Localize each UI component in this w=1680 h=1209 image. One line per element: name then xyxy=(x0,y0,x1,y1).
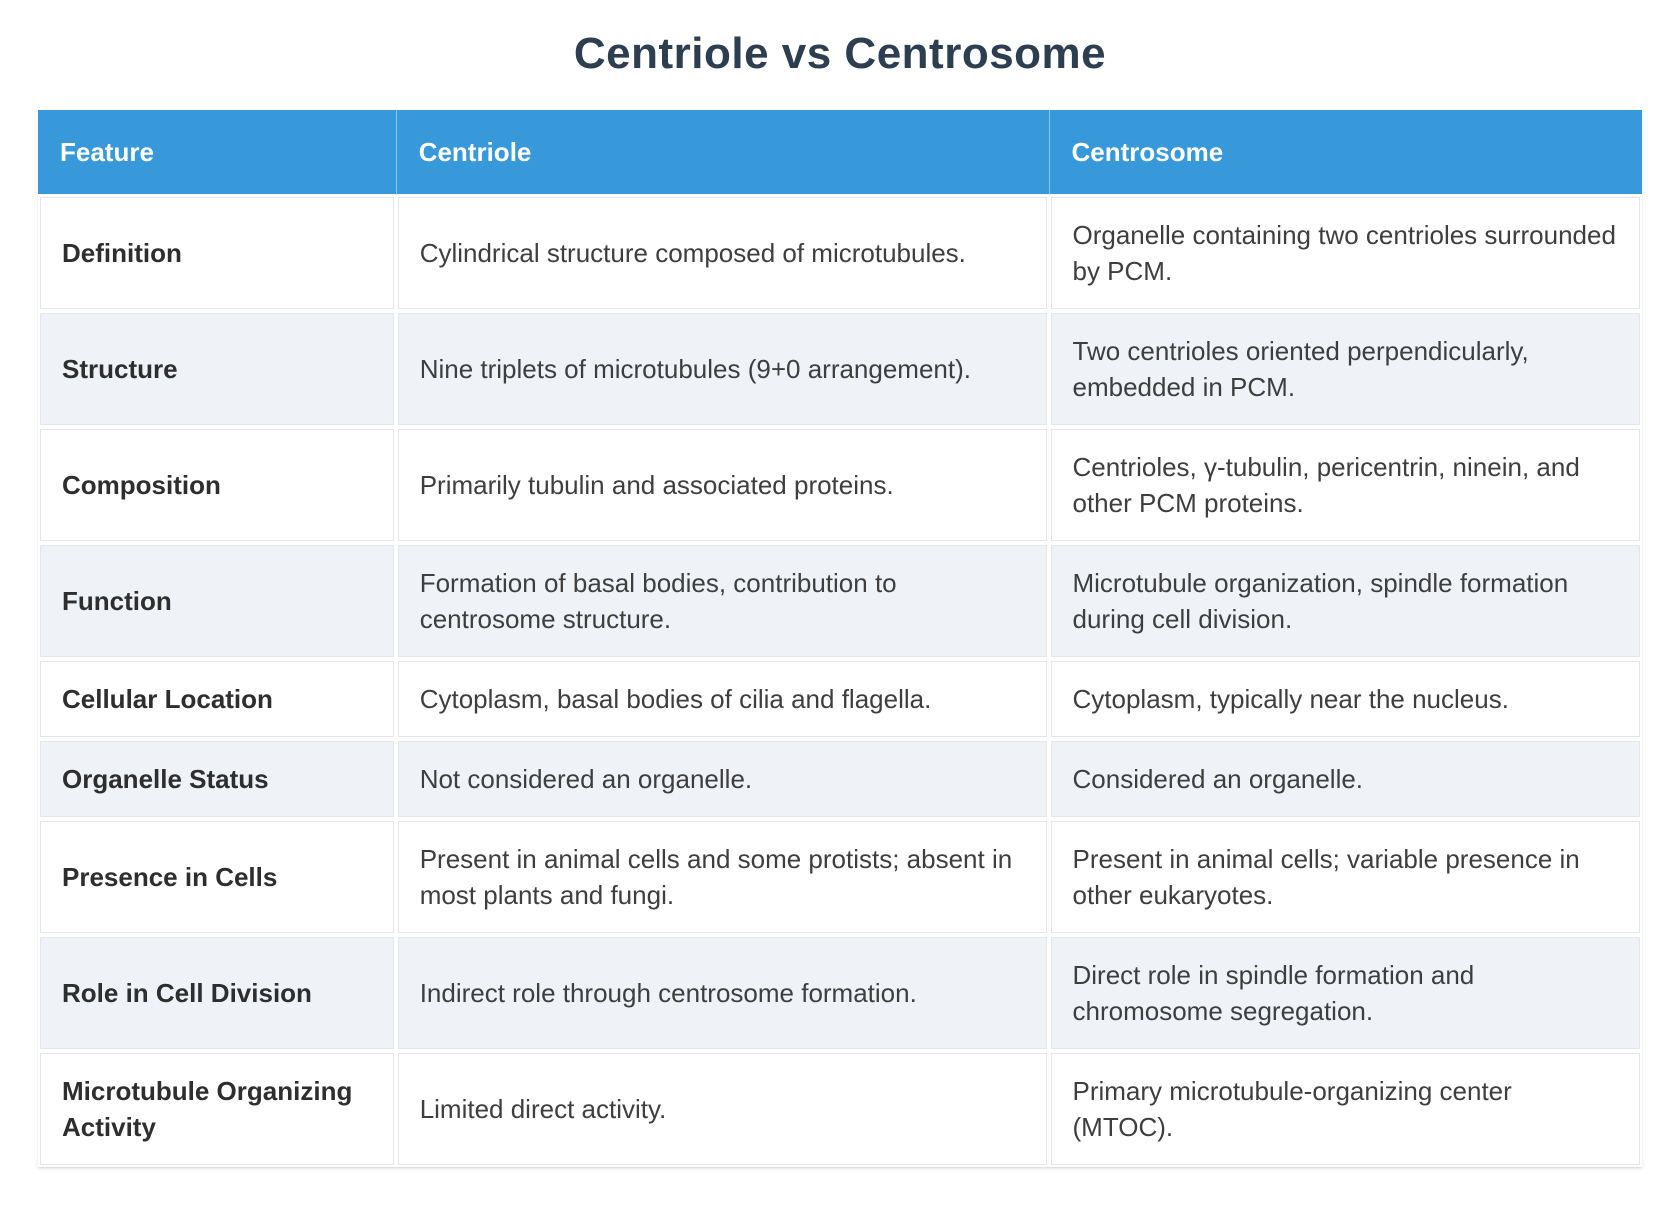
feature-cell: Presence in Cells xyxy=(38,819,396,935)
centriole-cell: Present in animal cells and some protist… xyxy=(395,819,1049,935)
centrosome-cell: Present in animal cells; variable presen… xyxy=(1048,819,1642,935)
header-centrosome: Centrosome xyxy=(1048,110,1642,195)
centrosome-cell: Primary microtubule-organizing center (M… xyxy=(1048,1051,1642,1167)
feature-cell: Structure xyxy=(38,311,396,427)
centriole-cell: Formation of basal bodies, contribution … xyxy=(395,543,1049,659)
page-title: Centriole vs Centrosome xyxy=(573,29,1107,78)
feature-cell: Organelle Status xyxy=(38,739,396,819)
table-header-row: Feature Centriole Centrosome xyxy=(38,110,1642,195)
table-row: Definition Cylindrical structure compose… xyxy=(38,195,1642,311)
table-row: Microtubule Organizing Activity Limited … xyxy=(38,1051,1642,1167)
table-row: Cellular Location Cytoplasm, basal bodie… xyxy=(38,659,1642,739)
table-row: Organelle Status Not considered an organ… xyxy=(38,739,1642,819)
centriole-cell: Cylindrical structure composed of microt… xyxy=(395,195,1049,311)
feature-cell: Function xyxy=(38,543,396,659)
feature-cell: Microtubule Organizing Activity xyxy=(38,1051,396,1167)
centriole-cell: Cytoplasm, basal bodies of cilia and fla… xyxy=(395,659,1049,739)
feature-cell: Definition xyxy=(38,195,396,311)
centrosome-cell: Two centrioles oriented perpendicularly,… xyxy=(1048,311,1642,427)
header-feature: Feature xyxy=(38,110,396,195)
comparison-table: Feature Centriole Centrosome Definition … xyxy=(38,110,1642,1167)
centrosome-cell: Direct role in spindle formation and chr… xyxy=(1048,935,1642,1051)
feature-cell: Role in Cell Division xyxy=(38,935,396,1051)
centrosome-cell: Considered an organelle. xyxy=(1048,739,1642,819)
centrosome-cell: Cytoplasm, typically near the nucleus. xyxy=(1048,659,1642,739)
centriole-cell: Nine triplets of microtubules (9+0 arran… xyxy=(395,311,1049,427)
centrosome-cell: Microtubule organization, spindle format… xyxy=(1048,543,1642,659)
table-row: Composition Primarily tubulin and associ… xyxy=(38,427,1642,543)
centriole-cell: Limited direct activity. xyxy=(395,1051,1049,1167)
table-row: Presence in Cells Present in animal cell… xyxy=(38,819,1642,935)
centrosome-cell: Centrioles, γ-tubulin, pericentrin, nine… xyxy=(1048,427,1642,543)
header-centriole: Centriole xyxy=(395,110,1049,195)
feature-cell: Cellular Location xyxy=(38,659,396,739)
centrosome-cell: Organelle containing two centrioles surr… xyxy=(1048,195,1642,311)
table-row: Structure Nine triplets of microtubules … xyxy=(38,311,1642,427)
centriole-cell: Primarily tubulin and associated protein… xyxy=(395,427,1049,543)
centriole-cell: Not considered an organelle. xyxy=(395,739,1049,819)
centriole-cell: Indirect role through centrosome formati… xyxy=(395,935,1049,1051)
feature-cell: Composition xyxy=(38,427,396,543)
table-row: Function Formation of basal bodies, cont… xyxy=(38,543,1642,659)
table-row: Role in Cell Division Indirect role thro… xyxy=(38,935,1642,1051)
